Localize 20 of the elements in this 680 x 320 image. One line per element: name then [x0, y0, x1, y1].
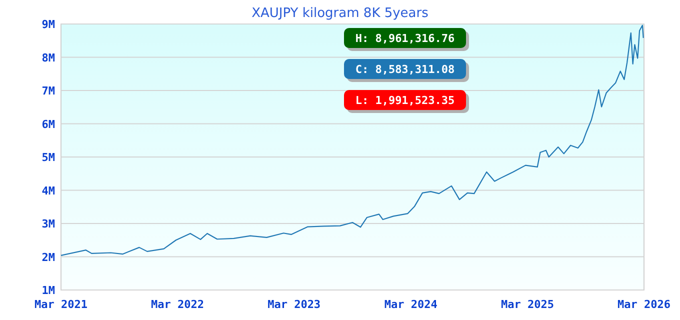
y-tick-label: 9M	[42, 18, 56, 31]
chart-title: XAUJPY kilogram 8K 5years	[252, 6, 429, 21]
x-tick-label: Mar 2022	[151, 298, 204, 311]
y-tick-label: 1M	[42, 284, 56, 297]
x-tick-label: Mar 2026	[618, 298, 671, 311]
y-tick-label: 4M	[42, 184, 56, 198]
annotation: H: 8,961,316.76	[355, 32, 456, 45]
x-tick-label: Mar 2023	[268, 298, 321, 311]
line-series	[60, 24, 644, 256]
y-tick-label: 3M	[42, 218, 56, 230]
y-tick-label: 6M	[42, 118, 56, 131]
annotation: L: 1,991,523.35	[355, 94, 455, 107]
y-tick-label: 5M	[42, 151, 56, 164]
y-tick-label: 7M	[42, 84, 56, 98]
y-tick-label: 8M	[42, 51, 56, 64]
x-tick-label: Mar 2025	[500, 298, 554, 311]
x-tick-label: Mar 2021	[34, 298, 88, 311]
x-tick-label: Mar 2024	[384, 298, 438, 311]
annotation: C: 8,583,311.08	[355, 63, 455, 76]
y-tick-label: 2M	[42, 250, 56, 264]
